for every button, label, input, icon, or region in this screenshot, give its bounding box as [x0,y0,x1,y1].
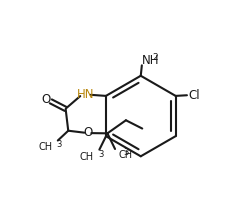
Text: Cl: Cl [188,89,200,102]
Text: CH: CH [79,152,94,162]
Text: CH: CH [118,150,132,160]
Text: 3: 3 [124,148,129,157]
Text: HN: HN [77,88,95,101]
Text: O: O [41,93,51,106]
Text: 3: 3 [98,150,104,159]
Text: NH: NH [142,55,159,67]
Text: 3: 3 [56,140,61,149]
Text: O: O [83,126,92,139]
Text: CH: CH [38,142,52,152]
Text: 2: 2 [152,53,158,62]
